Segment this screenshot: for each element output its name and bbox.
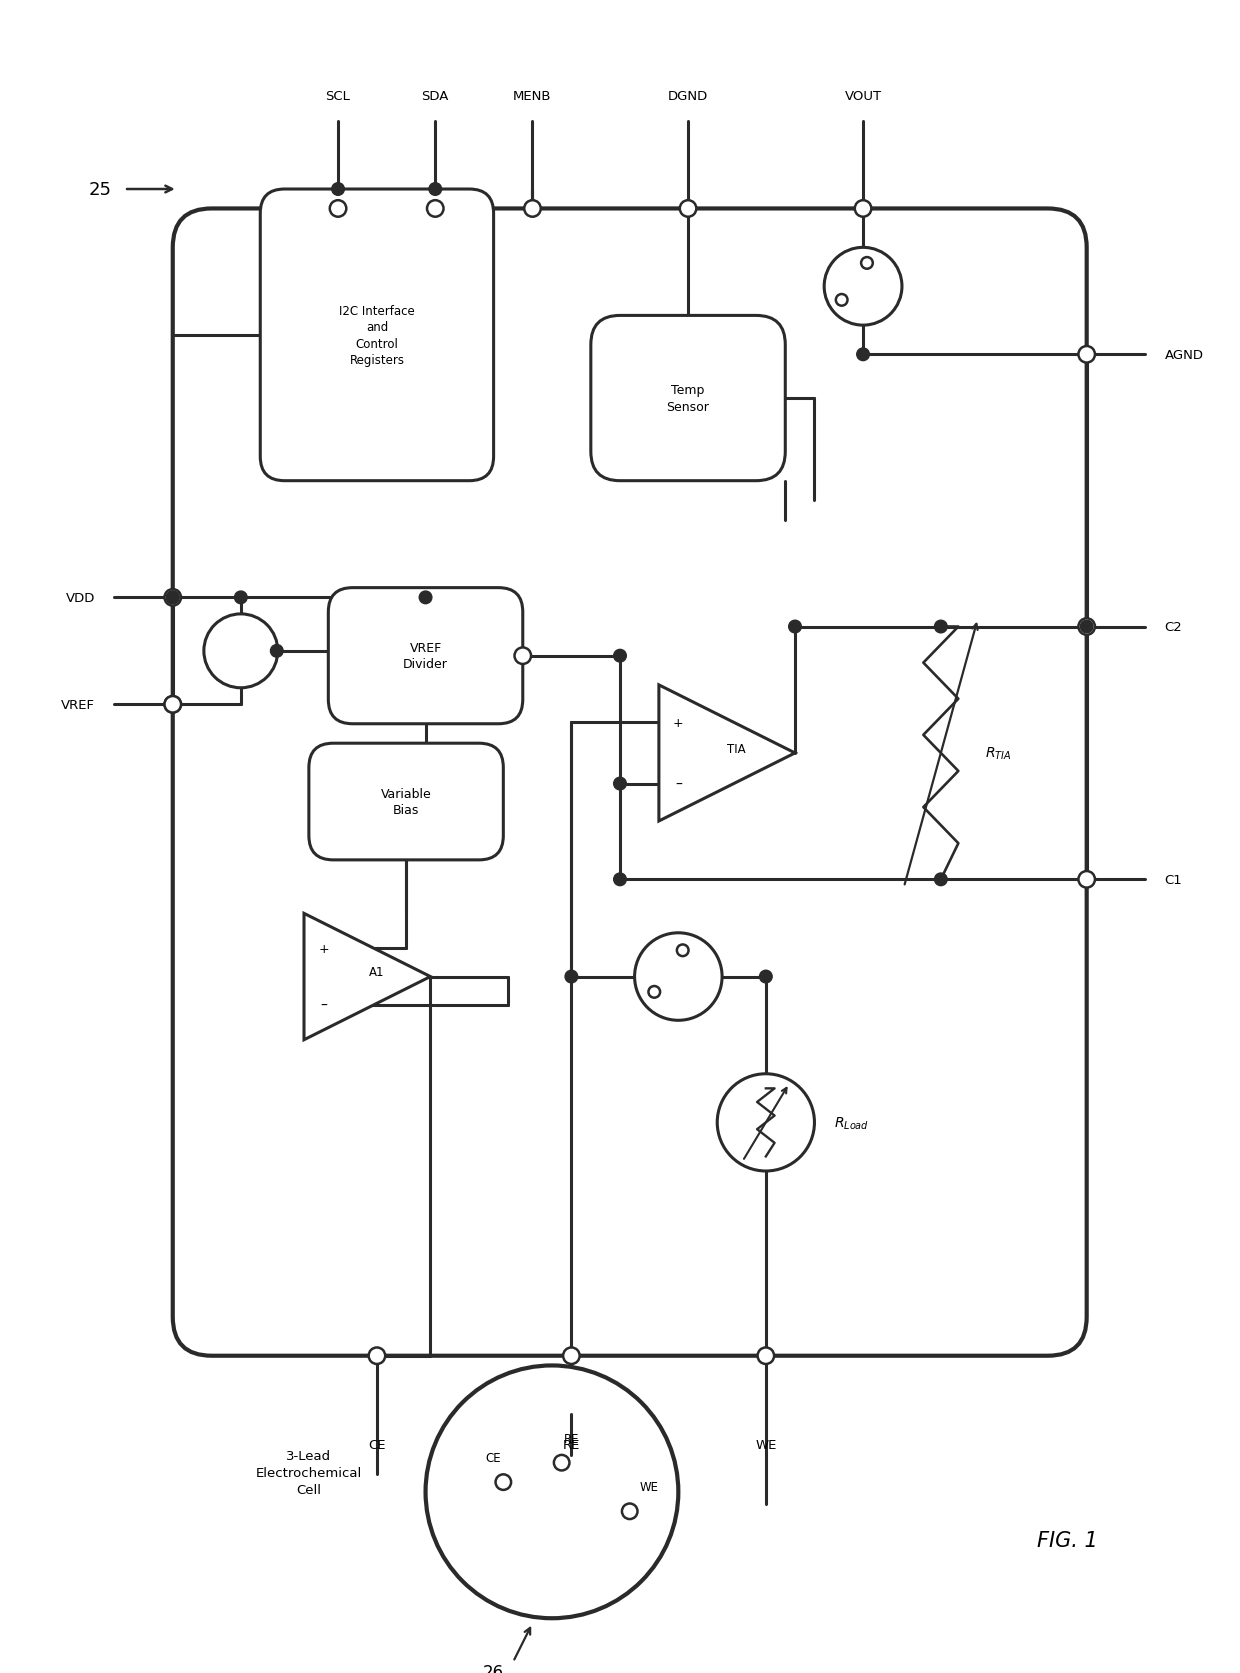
Circle shape — [427, 201, 444, 217]
Circle shape — [165, 696, 181, 713]
Circle shape — [677, 945, 688, 957]
Circle shape — [525, 201, 541, 217]
FancyBboxPatch shape — [260, 191, 494, 482]
Circle shape — [425, 1365, 678, 1618]
Circle shape — [1080, 621, 1092, 634]
FancyBboxPatch shape — [172, 209, 1086, 1355]
Text: 25: 25 — [88, 181, 112, 199]
Text: C2: C2 — [1164, 621, 1182, 634]
Text: AGND: AGND — [1164, 348, 1204, 361]
Text: SDA: SDA — [422, 89, 449, 102]
Circle shape — [649, 987, 660, 999]
Polygon shape — [304, 913, 430, 1041]
Circle shape — [854, 201, 872, 217]
Circle shape — [758, 1348, 774, 1363]
Text: VREF: VREF — [61, 698, 95, 711]
Circle shape — [622, 1504, 637, 1519]
Circle shape — [789, 621, 801, 634]
Text: VREF
Divider: VREF Divider — [403, 641, 448, 671]
Text: Temp
Sensor: Temp Sensor — [667, 385, 709, 413]
Text: C1: C1 — [1164, 873, 1182, 887]
Text: 26: 26 — [484, 1663, 505, 1673]
Circle shape — [614, 651, 626, 663]
Text: DGND: DGND — [668, 89, 708, 102]
Circle shape — [563, 1348, 579, 1363]
Circle shape — [496, 1474, 511, 1491]
Circle shape — [760, 970, 773, 984]
Circle shape — [836, 294, 847, 306]
FancyBboxPatch shape — [309, 744, 503, 860]
Circle shape — [270, 646, 283, 657]
Circle shape — [861, 258, 873, 269]
Circle shape — [935, 873, 947, 887]
Text: VOUT: VOUT — [844, 89, 882, 102]
Circle shape — [234, 592, 247, 604]
Circle shape — [1079, 346, 1095, 363]
Text: 3-Lead
Electrochemical
Cell: 3-Lead Electrochemical Cell — [255, 1449, 362, 1496]
Text: WE: WE — [640, 1481, 658, 1494]
Circle shape — [166, 592, 179, 604]
Circle shape — [515, 647, 531, 664]
Text: $R_{TIA}$: $R_{TIA}$ — [985, 744, 1011, 761]
Circle shape — [1079, 872, 1095, 888]
Text: WE: WE — [755, 1439, 776, 1452]
Circle shape — [614, 873, 626, 887]
Circle shape — [165, 696, 181, 713]
Circle shape — [565, 970, 578, 984]
Text: RE: RE — [563, 1439, 580, 1452]
Circle shape — [554, 1456, 569, 1471]
Circle shape — [680, 201, 697, 217]
FancyBboxPatch shape — [329, 589, 523, 724]
Text: A1: A1 — [370, 965, 384, 979]
Circle shape — [717, 1074, 815, 1171]
Text: TIA: TIA — [728, 743, 746, 755]
Circle shape — [825, 248, 901, 326]
Text: I2C Interface
and
Control
Registers: I2C Interface and Control Registers — [339, 304, 415, 366]
Text: MENB: MENB — [513, 89, 552, 102]
Circle shape — [935, 621, 947, 634]
Circle shape — [857, 348, 869, 361]
Polygon shape — [658, 686, 795, 821]
Circle shape — [419, 592, 432, 604]
Circle shape — [330, 201, 346, 217]
Text: CE: CE — [486, 1452, 501, 1464]
Circle shape — [165, 591, 181, 606]
Circle shape — [635, 934, 722, 1021]
Text: +: + — [673, 716, 683, 729]
Text: RE: RE — [564, 1432, 579, 1445]
Text: VDD: VDD — [66, 592, 95, 604]
Text: $R_{Load}$: $R_{Load}$ — [833, 1114, 869, 1131]
Text: CE: CE — [368, 1439, 386, 1452]
Circle shape — [429, 184, 441, 196]
Circle shape — [614, 778, 626, 790]
Text: +: + — [319, 942, 329, 955]
Circle shape — [332, 184, 345, 196]
FancyBboxPatch shape — [590, 316, 785, 482]
Text: Variable
Bias: Variable Bias — [381, 788, 432, 816]
Text: –: – — [675, 776, 682, 791]
Circle shape — [166, 592, 179, 604]
Text: –: – — [320, 999, 327, 1012]
Text: FIG. 1: FIG. 1 — [1037, 1531, 1097, 1551]
Text: SCL: SCL — [326, 89, 351, 102]
Circle shape — [203, 614, 278, 688]
Circle shape — [1079, 619, 1095, 636]
Circle shape — [368, 1348, 386, 1363]
